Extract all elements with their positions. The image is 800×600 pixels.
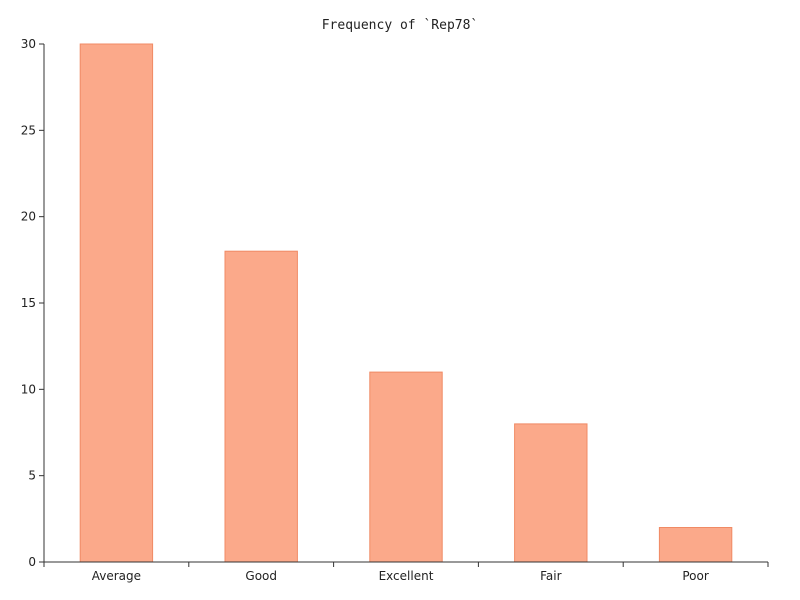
bar-excellent [369, 371, 443, 563]
x-tick-label: Excellent [379, 569, 434, 583]
y-tick-label: 0 [28, 555, 36, 569]
y-tick-label: 15 [21, 296, 36, 310]
bars-group [79, 43, 733, 563]
bar-fair [514, 423, 588, 563]
x-tick-label: Poor [682, 569, 708, 583]
y-tick-label: 25 [21, 123, 36, 137]
bar-average [79, 43, 154, 563]
y-tick-label: 5 [28, 469, 36, 483]
bar-good [224, 250, 298, 563]
x-tick-label: Good [245, 569, 277, 583]
x-tick-label: Average [92, 569, 141, 583]
bar-poor [658, 527, 733, 563]
y-tick-label: 20 [21, 210, 36, 224]
chart-title: Frequency of `Rep78` [322, 18, 479, 33]
y-tick-label: 30 [21, 37, 36, 51]
y-tick-label: 10 [21, 382, 36, 396]
x-tick-label: Fair [540, 569, 561, 583]
axes-group: 0 5 10 15 20 25 30 Average Good Excellent Fair Poor [21, 37, 769, 583]
